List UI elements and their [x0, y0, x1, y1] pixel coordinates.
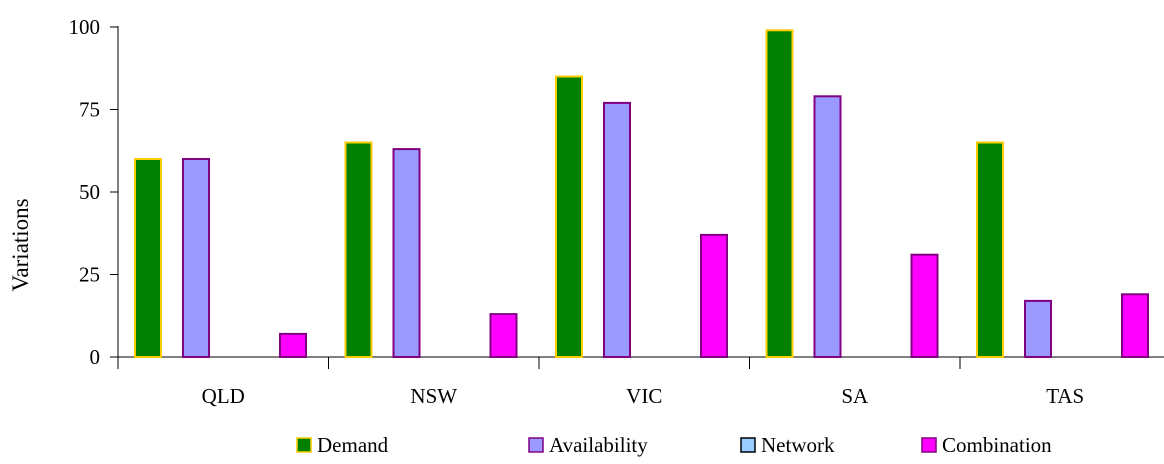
legend-swatch-network — [740, 437, 756, 453]
bars — [134, 29, 1149, 359]
bar-combination-qld — [279, 332, 307, 358]
bar-availability-nsw — [392, 148, 421, 358]
legend-swatch-availability — [528, 437, 544, 453]
bar-availability-qld — [182, 158, 210, 358]
legend-label-demand: Demand — [317, 433, 389, 457]
y-axis-label: Variations — [8, 198, 33, 291]
bar-availability-sa — [813, 95, 842, 359]
legend-swatch-combination — [921, 437, 937, 453]
legend-label-combination: Combination — [942, 433, 1052, 457]
y-tick-labels: 0 25 50 75 100 — [69, 15, 101, 369]
bar-combination-tas — [1121, 293, 1149, 358]
x-tick-label: SA — [841, 384, 869, 408]
legend-swatch-demand — [296, 437, 312, 453]
bar-combination-nsw — [489, 313, 518, 359]
y-tick-label: 25 — [79, 263, 100, 287]
legend: Demand Availability Network Combination — [296, 433, 1052, 457]
y-tick-label: 0 — [90, 345, 101, 369]
bar-demand-sa — [765, 29, 794, 359]
bar-availability-vic — [603, 101, 631, 359]
x-tick-label: TAS — [1046, 384, 1084, 408]
bar-demand-qld — [134, 158, 162, 358]
bar-demand-tas — [976, 141, 1004, 358]
legend-label-availability: Availability — [549, 433, 648, 457]
bar-demand-nsw — [344, 141, 373, 358]
bar-availability-tas — [1024, 299, 1052, 358]
x-tick-labels: QLD NSW VIC SA TAS — [202, 384, 1085, 408]
bar-combination-sa — [910, 253, 939, 358]
axes — [110, 26, 1164, 369]
legend-label-network: Network — [761, 433, 835, 457]
x-tick-label: QLD — [202, 384, 245, 408]
y-tick-label: 75 — [79, 98, 100, 122]
y-tick-label: 50 — [79, 180, 100, 204]
bar-demand-vic — [555, 75, 583, 358]
bar-combination-vic — [700, 233, 728, 358]
y-tick-label: 100 — [69, 15, 101, 39]
x-tick-label: VIC — [626, 384, 662, 408]
x-tick-label: NSW — [410, 384, 457, 408]
